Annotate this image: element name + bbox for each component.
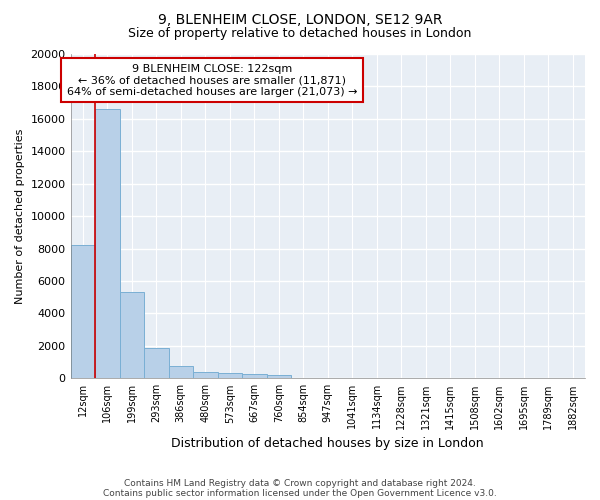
Bar [193, 372, 218, 378]
Bar [71, 246, 95, 378]
Bar [218, 374, 242, 378]
X-axis label: Distribution of detached houses by size in London: Distribution of detached houses by size … [172, 437, 484, 450]
Bar [95, 109, 119, 378]
Text: Size of property relative to detached houses in London: Size of property relative to detached ho… [128, 28, 472, 40]
Y-axis label: Number of detached properties: Number of detached properties [15, 128, 25, 304]
Text: 9, BLENHEIM CLOSE, LONDON, SE12 9AR: 9, BLENHEIM CLOSE, LONDON, SE12 9AR [158, 12, 442, 26]
Text: 9 BLENHEIM CLOSE: 122sqm
← 36% of detached houses are smaller (11,871)
64% of se: 9 BLENHEIM CLOSE: 122sqm ← 36% of detach… [67, 64, 357, 97]
Bar [169, 366, 193, 378]
Bar [266, 374, 291, 378]
Text: Contains public sector information licensed under the Open Government Licence v3: Contains public sector information licen… [103, 488, 497, 498]
Text: Contains HM Land Registry data © Crown copyright and database right 2024.: Contains HM Land Registry data © Crown c… [124, 478, 476, 488]
Bar [144, 348, 169, 378]
Bar [242, 374, 266, 378]
Bar [119, 292, 144, 378]
